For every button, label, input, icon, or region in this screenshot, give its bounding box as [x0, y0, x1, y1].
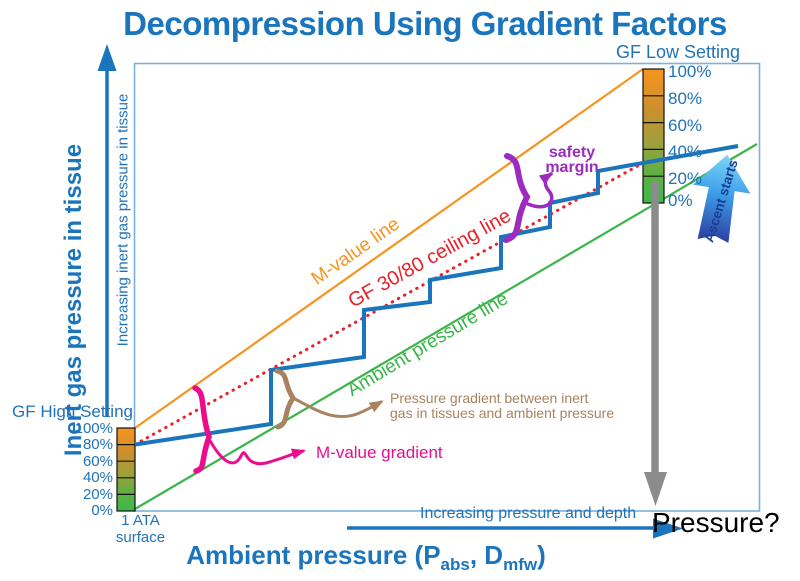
x-axis-increasing-label: Increasing pressure and depth: [420, 505, 637, 522]
gf-high-bar: [116, 427, 136, 512]
x-axis-label: Ambient pressure (Pabs, Dmfw): [186, 540, 546, 575]
gf-low-bar: [642, 68, 665, 204]
origin-label: 1 ATA surface: [115, 512, 166, 546]
chart-border: [133, 62, 761, 512]
m-value-gradient-brace: [192, 385, 212, 474]
x-axis-sub-mfw: mfw: [503, 555, 538, 575]
pressure-down-arrow: [644, 181, 667, 506]
gf-high-label-40: 40%: [82, 469, 113, 486]
x-axis-sub-abs: abs: [440, 555, 470, 575]
gf-low-label-40: 40%: [668, 142, 703, 161]
y-axis-arrowhead-icon: [97, 44, 117, 71]
gf-low-label-80: 80%: [668, 89, 703, 108]
gf-low-label-20: 20%: [668, 168, 703, 188]
gf-high-label-0: 0%: [91, 501, 113, 519]
gf-ceiling-line: [133, 161, 645, 446]
gf-high-label-80: 80%: [82, 436, 113, 453]
gf-low-label-0: 0%: [668, 191, 693, 210]
m-value-gradient-label: M-value gradient: [316, 443, 443, 462]
gf-low-title: GF Low Setting: [616, 42, 741, 62]
gf-high-label-60: 60%: [82, 452, 113, 470]
gf-high-label-100: 100%: [74, 419, 113, 437]
gf-high-title: GF High Setting: [12, 402, 133, 421]
gf-low-label-60: 60%: [668, 115, 703, 135]
m-value-gradient-connector-arrow: [207, 437, 306, 466]
safety-margin-label: safety margin: [545, 144, 599, 176]
y-axis-increasing-label: Increasing inert gas pressure in tissue: [114, 93, 132, 347]
pressure-gradient-brace: [274, 368, 297, 430]
deco-staircase-line: [134, 144, 739, 447]
gf-high-label-20: 20%: [82, 485, 113, 503]
pressure-gradient-connector-arrow: [293, 397, 384, 419]
pressure-question-label: Pressure?: [652, 507, 780, 538]
safety-margin-connector-arrow: [526, 172, 554, 209]
gf-low-label-100: 100%: [668, 62, 712, 81]
safety-margin-brace: [503, 153, 531, 243]
x-axis-arrowhead-icon: [653, 518, 683, 539]
page-title: Decompression Using Gradient Factors: [123, 5, 727, 42]
pressure-gradient-label: Pressure gradient between inert gas in t…: [390, 390, 615, 421]
m-value-line: [134, 68, 644, 429]
ascent-arrow: [693, 154, 751, 243]
